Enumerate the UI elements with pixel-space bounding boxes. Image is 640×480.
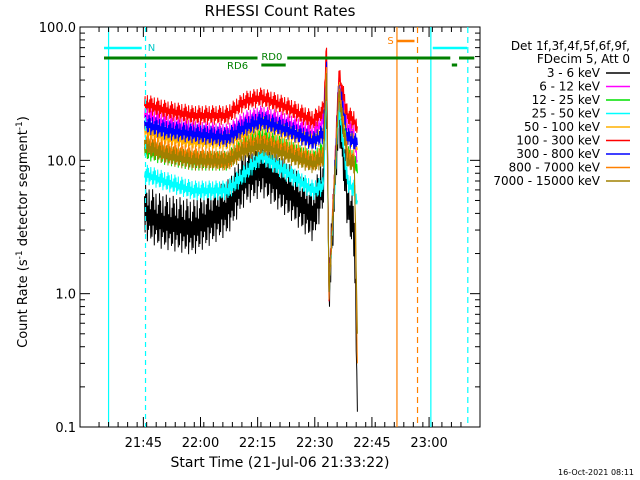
legend-label: 6 - 12 keV (539, 80, 601, 94)
x-tick-label: 22:15 (239, 436, 276, 451)
y-axis-label-tail: detector segment (16, 130, 31, 250)
y-axis-ticks: 100.0 10.0 1.0 0.1 (39, 21, 480, 436)
y-axis-label-sup: -1 (15, 250, 25, 259)
x-tick-label: 21:45 (125, 436, 162, 451)
annotation-layer: N S RD0 RD6 (104, 27, 475, 427)
y-tick-label: 100.0 (39, 21, 76, 36)
legend-label: 12 - 25 keV (532, 93, 601, 107)
series-line-0 (144, 80, 358, 412)
series-layer (144, 47, 358, 412)
y-axis-label-sup2: -1 (15, 121, 25, 130)
chart-title: RHESSI Count Rates (205, 2, 356, 20)
legend-label: 100 - 300 keV (516, 134, 600, 148)
saa-label: S (387, 36, 393, 47)
legend-label: 300 - 800 keV (516, 147, 600, 161)
x-tick-label: 22:30 (296, 436, 333, 451)
legend-label: 50 - 100 keV (524, 120, 601, 134)
rd0-label: RD0 (261, 52, 282, 63)
legend-label: 7000 - 15000 keV (493, 174, 600, 188)
y-tick-label: 0.1 (55, 421, 76, 436)
legend-label: 3 - 6 keV (547, 66, 601, 80)
y-tick-label: 10.0 (47, 154, 76, 169)
y-axis-label: Count Rate (s-1 detector segment-1) (15, 116, 31, 348)
y-axis-label-close: ) (16, 116, 31, 121)
y-tick-label: 1.0 (55, 288, 76, 303)
y-axis-label-main: Count Rate (s (16, 259, 31, 348)
night-label: N (148, 43, 155, 54)
rd6-label: RD6 (227, 61, 248, 72)
series-line-6 (144, 61, 358, 292)
plot-frame (79, 26, 481, 428)
x-axis-label: Start Time (21-Jul-06 21:33:22) (170, 455, 389, 471)
legend-header-line2: FDecim 5, Att 0 (537, 52, 630, 66)
x-axis-ticks: 21:45 22:00 22:15 22:30 22:45 23:00 (98, 27, 462, 451)
x-tick-label: 22:45 (353, 436, 390, 451)
x-tick-label: 23:00 (410, 436, 447, 451)
legend: Det 1f,3f,4f,5f,6f,9f, FDecim 5, Att 0 3… (493, 39, 630, 188)
series-line-5 (144, 47, 358, 302)
legend-label: 25 - 50 keV (532, 107, 601, 121)
legend-header-line1: Det 1f,3f,4f,5f,6f,9f, (511, 39, 630, 53)
x-tick-label: 22:00 (182, 436, 219, 451)
footer-date: 16-Oct-2021 08:11 (558, 468, 634, 477)
series-line-8 (144, 73, 358, 334)
series-line-3 (144, 96, 358, 300)
legend-label: 800 - 7000 keV (509, 161, 601, 175)
